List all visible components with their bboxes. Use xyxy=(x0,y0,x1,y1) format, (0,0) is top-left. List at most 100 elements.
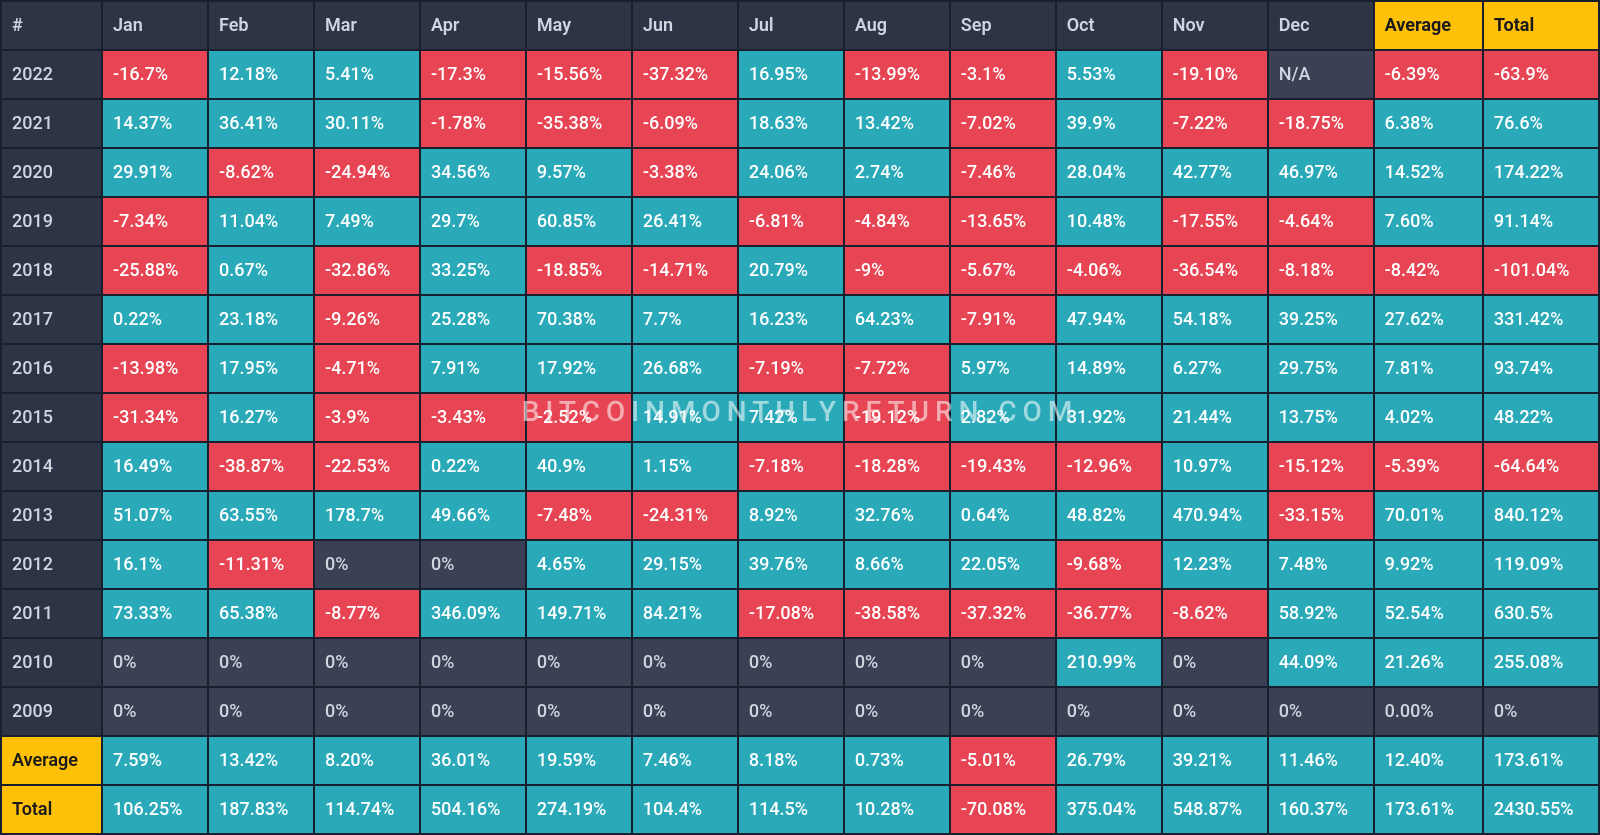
data-cell: 5.97% xyxy=(951,345,1055,392)
data-cell: -8.62% xyxy=(1163,590,1267,637)
data-cell: -38.58% xyxy=(845,590,949,637)
data-cell: 64.23% xyxy=(845,296,949,343)
data-cell: 36.01% xyxy=(421,737,525,784)
returns-table: #JanFebMarAprMayJunJulAugSepOctNovDecAve… xyxy=(0,0,1600,835)
data-cell: 504.16% xyxy=(421,786,525,833)
data-cell: -9% xyxy=(845,247,949,294)
data-cell: 58.92% xyxy=(1269,590,1373,637)
data-cell: 32.76% xyxy=(845,492,949,539)
data-cell: -8.42% xyxy=(1375,247,1482,294)
data-cell: 173.61% xyxy=(1484,737,1598,784)
data-cell: 1.15% xyxy=(633,443,737,490)
data-cell: 7.48% xyxy=(1269,541,1373,588)
data-cell: 70.38% xyxy=(527,296,631,343)
data-cell: 14.52% xyxy=(1375,149,1482,196)
data-cell: 0% xyxy=(421,688,525,735)
data-cell: 375.04% xyxy=(1057,786,1161,833)
data-cell: -63.9% xyxy=(1484,51,1598,98)
data-cell: 65.38% xyxy=(209,590,313,637)
data-cell: 27.62% xyxy=(1375,296,1482,343)
col-header-feb: Feb xyxy=(209,2,313,49)
data-cell: -19.43% xyxy=(951,443,1055,490)
data-cell: 51.07% xyxy=(103,492,207,539)
table-row: 201351.07%63.55%178.7%49.66%-7.48%-24.31… xyxy=(2,492,1598,539)
data-cell: -3.1% xyxy=(951,51,1055,98)
data-cell: 8.92% xyxy=(739,492,843,539)
data-cell: 14.37% xyxy=(103,100,207,147)
data-cell: 0% xyxy=(1163,688,1267,735)
data-cell: 24.06% xyxy=(739,149,843,196)
col-header-dec: Dec xyxy=(1269,2,1373,49)
data-cell: -7.72% xyxy=(845,345,949,392)
data-cell: 7.7% xyxy=(633,296,737,343)
data-cell: -38.87% xyxy=(209,443,313,490)
data-cell: 70.01% xyxy=(1375,492,1482,539)
data-cell: 12.23% xyxy=(1163,541,1267,588)
col-header-mar: Mar xyxy=(315,2,419,49)
data-cell: 20.79% xyxy=(739,247,843,294)
data-cell: 29.91% xyxy=(103,149,207,196)
data-cell: 10.28% xyxy=(845,786,949,833)
table-row: 2015-31.34%16.27%-3.9%-3.43%-2.52%14.91%… xyxy=(2,394,1598,441)
data-cell: 0% xyxy=(739,639,843,686)
data-cell: 21.26% xyxy=(1375,639,1482,686)
data-cell: 39.9% xyxy=(1057,100,1161,147)
row-label-2021: 2021 xyxy=(2,100,101,147)
data-cell: -8.18% xyxy=(1269,247,1373,294)
col-header-total: Total xyxy=(1484,2,1598,49)
data-cell: -7.46% xyxy=(951,149,1055,196)
data-cell: 0% xyxy=(209,688,313,735)
data-cell: 149.71% xyxy=(527,590,631,637)
data-cell: -6.81% xyxy=(739,198,843,245)
data-cell: 22.05% xyxy=(951,541,1055,588)
data-cell: 7.91% xyxy=(421,345,525,392)
row-label-2020: 2020 xyxy=(2,149,101,196)
data-cell: 17.92% xyxy=(527,345,631,392)
row-label-total: Total xyxy=(2,786,101,833)
data-cell: 12.40% xyxy=(1375,737,1482,784)
data-cell: -1.78% xyxy=(421,100,525,147)
data-cell: 7.81% xyxy=(1375,345,1482,392)
data-cell: 13.75% xyxy=(1269,394,1373,441)
data-cell: -5.39% xyxy=(1375,443,1482,490)
data-cell: -2.52% xyxy=(527,394,631,441)
header-row: #JanFebMarAprMayJunJulAugSepOctNovDecAve… xyxy=(2,2,1598,49)
table-row: 20170.22%23.18%-9.26%25.28%70.38%7.7%16.… xyxy=(2,296,1598,343)
data-cell: -64.64% xyxy=(1484,443,1598,490)
data-cell: 2.82% xyxy=(951,394,1055,441)
col-header-jun: Jun xyxy=(633,2,737,49)
data-cell: 114.74% xyxy=(315,786,419,833)
data-cell: 470.94% xyxy=(1163,492,1267,539)
data-cell: 26.79% xyxy=(1057,737,1161,784)
data-cell: 630.5% xyxy=(1484,590,1598,637)
data-cell: 46.97% xyxy=(1269,149,1373,196)
data-cell: -17.08% xyxy=(739,590,843,637)
data-cell: 29.15% xyxy=(633,541,737,588)
data-cell: -25.88% xyxy=(103,247,207,294)
data-cell: -18.85% xyxy=(527,247,631,294)
data-cell: 16.23% xyxy=(739,296,843,343)
data-cell: 60.85% xyxy=(527,198,631,245)
data-cell: 9.92% xyxy=(1375,541,1482,588)
data-cell: 0% xyxy=(315,688,419,735)
data-cell: -24.94% xyxy=(315,149,419,196)
data-cell: -7.91% xyxy=(951,296,1055,343)
data-cell: 0% xyxy=(633,639,737,686)
table-row: 2022-16.7%12.18%5.41%-17.3%-15.56%-37.32… xyxy=(2,51,1598,98)
data-cell: -70.08% xyxy=(951,786,1055,833)
data-cell: 8.20% xyxy=(315,737,419,784)
data-cell: -6.09% xyxy=(633,100,737,147)
col-header-may: May xyxy=(527,2,631,49)
data-cell: 34.56% xyxy=(421,149,525,196)
data-cell: 48.82% xyxy=(1057,492,1161,539)
data-cell: -13.98% xyxy=(103,345,207,392)
data-cell: 0% xyxy=(527,639,631,686)
data-cell: 42.77% xyxy=(1163,149,1267,196)
data-cell: 9.57% xyxy=(527,149,631,196)
data-cell: 73.33% xyxy=(103,590,207,637)
data-cell: -7.19% xyxy=(739,345,843,392)
data-cell: -9.26% xyxy=(315,296,419,343)
data-cell: 7.59% xyxy=(103,737,207,784)
data-cell: 49.66% xyxy=(421,492,525,539)
data-cell: 52.54% xyxy=(1375,590,1482,637)
